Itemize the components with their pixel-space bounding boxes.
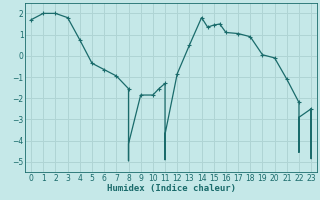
X-axis label: Humidex (Indice chaleur): Humidex (Indice chaleur): [107, 184, 236, 193]
